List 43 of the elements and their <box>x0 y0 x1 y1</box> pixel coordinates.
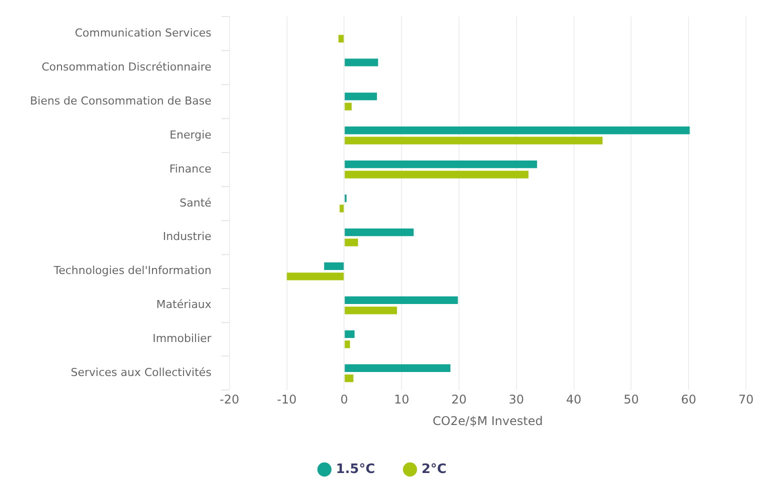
bar <box>344 102 352 110</box>
y-tick-label: Immobilier <box>152 332 212 346</box>
bar <box>344 364 450 372</box>
bar <box>344 228 414 236</box>
bar <box>344 92 377 100</box>
bar <box>344 238 358 246</box>
bar <box>344 296 458 304</box>
y-tick-label: Technologies del'Information <box>52 264 212 278</box>
x-tick-label: 10 <box>394 392 410 407</box>
bar <box>340 204 344 212</box>
x-axis-title: CO2e/$M Invested <box>432 414 543 428</box>
bar <box>344 340 350 348</box>
legend-label: 1.5°C <box>336 462 375 477</box>
bar <box>344 330 355 338</box>
x-tick-label: 60 <box>680 392 696 407</box>
bar <box>286 272 344 280</box>
y-tick-label: Services aux Collectivités <box>70 366 212 380</box>
bar <box>344 136 603 144</box>
x-tick-label: 0 <box>340 392 348 407</box>
x-tick-label: -10 <box>277 392 297 407</box>
y-tick-label: Communication Services <box>74 26 212 40</box>
x-tick-label: 30 <box>508 392 524 407</box>
y-tick-label: Santé <box>180 196 212 210</box>
y-tick-label: Industrie <box>162 230 212 244</box>
legend-label: 2°C <box>421 462 447 477</box>
y-tick-label: Biens de Consommation de Base <box>30 94 212 108</box>
x-tick-label: -20 <box>220 392 240 407</box>
bar <box>344 306 398 314</box>
y-tick-label: Matériaux <box>156 298 212 312</box>
y-tick-label: Finance <box>169 162 212 176</box>
x-tick-label: 40 <box>566 392 582 407</box>
y-tick-label: Consommation Discrétionnaire <box>42 60 212 74</box>
bar <box>344 126 690 134</box>
x-tick-label: 70 <box>738 392 754 407</box>
x-tick-label: 50 <box>624 392 639 407</box>
y-tick-label: Energie <box>170 128 212 142</box>
bar <box>344 170 528 178</box>
bar <box>344 58 378 66</box>
bar <box>344 374 354 382</box>
bar <box>338 34 344 42</box>
bar <box>344 160 538 168</box>
x-tick-label: 20 <box>451 392 467 407</box>
bar <box>324 262 344 270</box>
